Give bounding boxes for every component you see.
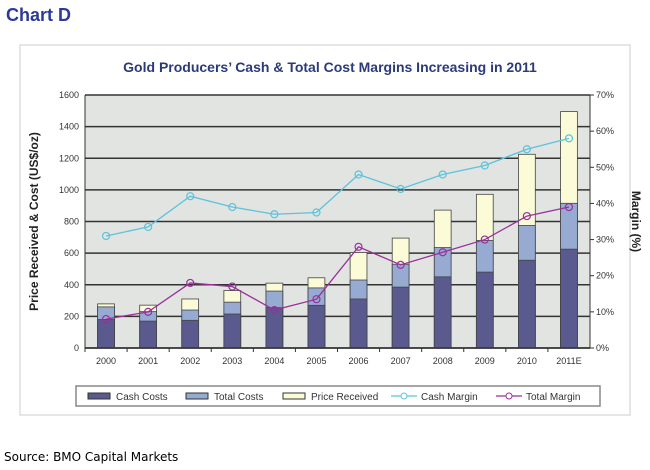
bar-cash-costs [181,319,200,349]
point-total-margin [101,314,111,324]
x-tick-label: 2005 [306,356,326,366]
chart-heading: Chart D [6,5,72,25]
y-tick-label: 600 [64,248,79,258]
x-tick-label: 2006 [349,356,369,366]
chart-title: Gold Producers’ Cash & Total Cost Margin… [123,59,537,75]
y2-tick-label: 40% [596,198,614,208]
point-total-margin [144,307,153,316]
x-tick-label: 2009 [475,356,495,366]
line-total-margin [105,206,570,320]
y2-tick-label: 0% [596,343,609,353]
point-cash-margin [312,208,321,217]
legend-swatch [185,392,209,400]
y-tick-label: 0 [74,343,79,353]
y2-tick-label: 60% [596,126,614,136]
x-tick-label: 2010 [517,356,537,366]
y2-tick-label: 50% [596,162,614,172]
y-tick-label: 1000 [59,185,79,195]
point-cash-margin [438,170,447,179]
point-total-margin [396,260,405,269]
point-total-margin [522,211,531,221]
x-tick-label: 2004 [264,356,284,366]
legend-swatch [87,392,111,400]
y-tick-label: 1600 [59,90,79,100]
legend-swatch [282,392,306,400]
point-total-margin [312,295,321,304]
point-total-margin [186,278,195,288]
point-total-margin [270,305,279,315]
point-cash-margin [396,184,405,194]
bar-cash-costs [307,304,326,349]
x-tick-label: 2011E [556,356,581,366]
y2-tick-label: 10% [596,307,614,317]
bar-cash-costs [97,319,115,349]
line-cash-margin [105,137,570,237]
source-note: Source: BMO Capital Markets [4,450,179,464]
point-total-margin [354,242,363,251]
legend-label: Total Costs [214,392,263,403]
legend-box [75,385,601,407]
y-tick-label: 1400 [59,122,79,132]
y-tick-label: 800 [64,217,79,227]
x-tick-label: 2001 [138,356,158,366]
point-cash-margin [522,145,531,154]
point-cash-margin [144,222,153,232]
y-axis-label: Price Received & Cost (US$/oz) [27,132,41,311]
y2-axis-label: Margin (%) [629,191,643,252]
legend-marker [400,392,408,400]
y2-tick-label: 30% [596,235,614,245]
point-cash-margin [354,170,363,179]
bar-cash-costs [139,320,157,349]
legend-label: Total Margin [526,392,580,403]
x-tick-label: 2000 [96,356,116,366]
bar-cash-costs [433,276,452,349]
legend-label: Price Received [311,392,378,403]
point-cash-margin [101,231,111,241]
legend-label: Cash Margin [421,392,478,403]
x-tick-label: 2002 [180,356,200,366]
point-cash-margin [270,210,279,219]
point-total-margin [564,202,574,212]
y2-tick-label: 70% [596,90,614,100]
legend-marker [505,392,513,400]
y-tick-label: 1200 [59,153,79,163]
y-tick-label: 400 [64,280,79,290]
bar-cash-costs [349,298,368,349]
bar-cash-costs [560,248,578,349]
legend-label: Cash Costs [116,392,168,403]
point-total-margin [480,235,489,244]
bar-cash-costs [518,259,536,349]
y2-tick-label: 20% [596,271,614,281]
point-total-margin [438,248,447,257]
x-tick-label: 2007 [391,356,411,366]
point-cash-margin [186,192,195,201]
x-tick-label: 2008 [433,356,453,366]
point-total-margin [228,282,237,291]
x-tick-label: 2003 [222,356,242,366]
point-cash-margin [228,202,237,212]
bar-cash-costs [223,313,242,349]
bar-cash-costs [391,286,410,349]
y-tick-label: 200 [64,311,79,321]
point-cash-margin [480,161,489,170]
point-cash-margin [564,134,574,143]
bar-cash-costs [475,271,494,349]
